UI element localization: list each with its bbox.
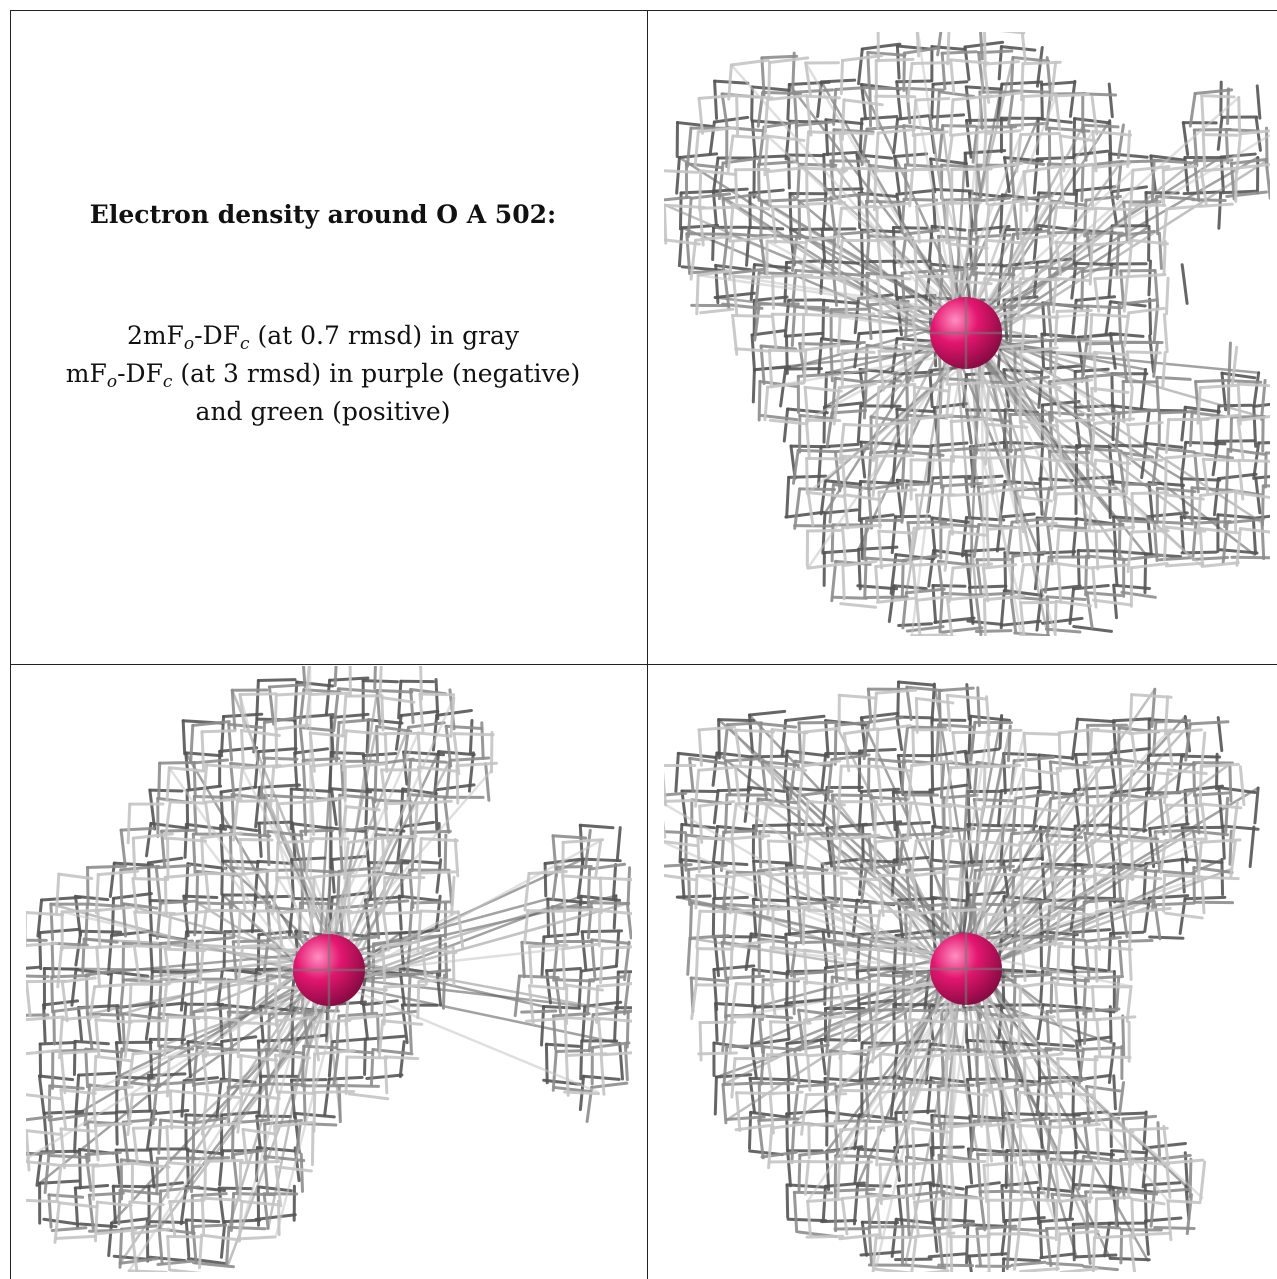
view-bottom-left: [26, 666, 632, 1272]
legend-line-colors: and green (positive): [195, 397, 451, 426]
mesh-lines: [664, 32, 1270, 636]
view-bottom-right: [664, 666, 1274, 1272]
legend-line-gray: 2mFo-DFc (at 0.7 rmsd) in gray: [126, 321, 520, 354]
density-mesh-bottom-left: [26, 666, 632, 1272]
density-mesh-top-right: [664, 32, 1270, 636]
view-top-right: [664, 32, 1270, 636]
legend-title: Electron density around O A 502:: [89, 200, 557, 229]
frame-left: [10, 10, 11, 1279]
density-mesh-bottom-right: [664, 680, 1260, 1272]
frame-top: [10, 10, 1277, 11]
legend-line-difference: mFo-DFc (at 3 rmsd) in purple (negative): [65, 359, 581, 392]
frame-center: [647, 10, 648, 1279]
legend: Electron density around O A 502: 2mFo-DF…: [40, 200, 606, 431]
frame-middle: [10, 664, 1277, 665]
mesh-lines: [26, 666, 632, 1272]
